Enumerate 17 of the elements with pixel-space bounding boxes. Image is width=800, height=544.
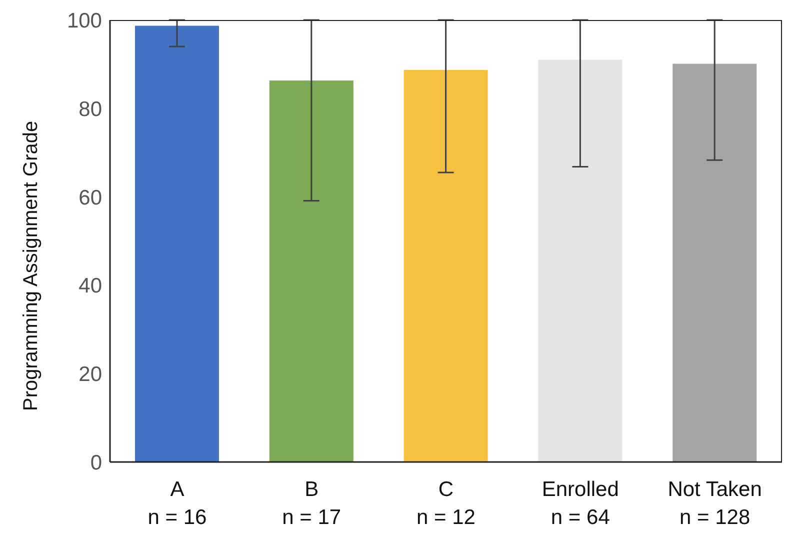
y-tick-label: 0 [90,451,102,474]
bar [269,80,354,462]
y-tick-label: 40 [78,274,102,298]
y-tick-label: 60 [78,186,102,210]
y-tick-label: 80 [78,98,102,121]
y-axis-title: Programming Assignment Grade [20,120,42,411]
y-tick-label: 100 [66,9,102,32]
x-tick-label: A n = 16 [148,478,207,529]
x-tick-label: C n = 12 [416,478,476,529]
x-tick-label: Enrolled n = 64 [542,478,619,529]
x-tick-label: Not Taken n = 128 [668,478,762,529]
bar [135,26,219,462]
bar [672,64,757,462]
y-tick-label: 20 [78,363,102,386]
bar [404,70,488,462]
x-tick-label: B n = 17 [282,478,342,529]
bar [538,60,622,462]
